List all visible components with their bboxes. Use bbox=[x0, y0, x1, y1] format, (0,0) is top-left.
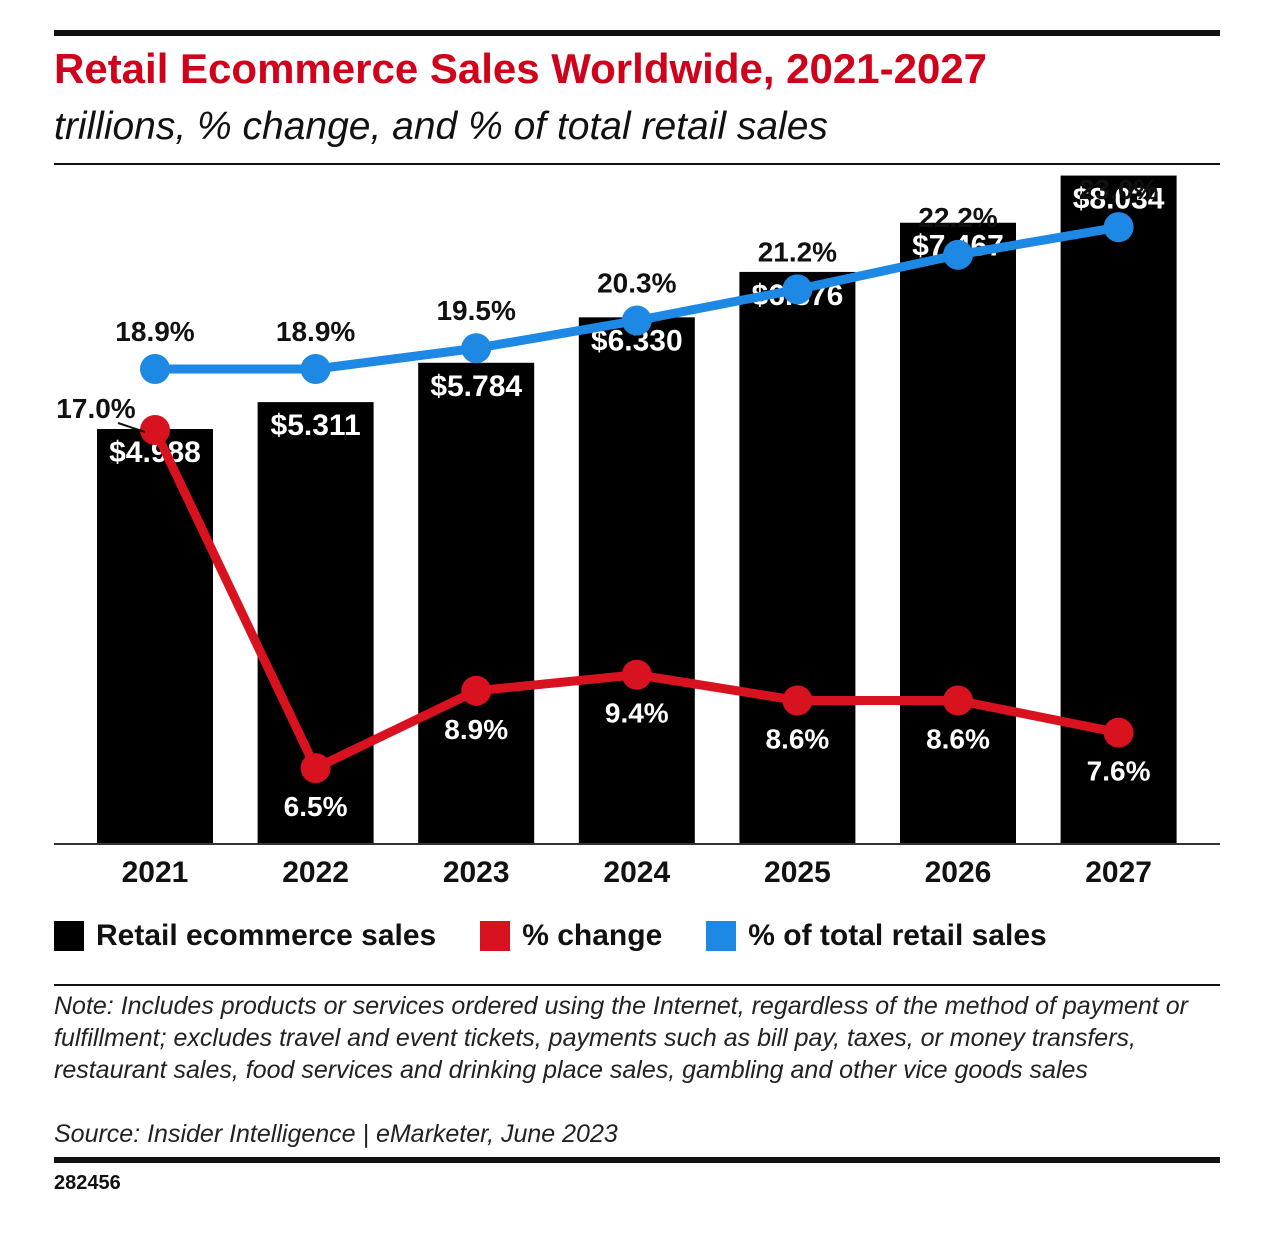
sales-value-label: $5.784 bbox=[430, 370, 522, 403]
pct-of-total-point bbox=[943, 239, 973, 270]
legend-label-sales: Retail ecommerce sales bbox=[96, 919, 437, 952]
pct-of-total-label: 19.5% bbox=[436, 295, 515, 326]
pct-change-label: 8.6% bbox=[765, 723, 829, 754]
combo-chart: $4.988$5.311$5.784$6.330$6.876$7.467$8.0… bbox=[54, 174, 1220, 889]
pct-of-total-point bbox=[140, 354, 170, 384]
chart-id: 282456 bbox=[54, 1172, 121, 1194]
pct-change-leader-line bbox=[117, 422, 146, 433]
pct-change-point bbox=[621, 659, 652, 690]
pct-change-label: 6.5% bbox=[284, 791, 348, 822]
sales-bar bbox=[97, 428, 213, 844]
pct-change-point bbox=[300, 753, 331, 784]
pct-of-total-label: 21.2% bbox=[758, 236, 837, 267]
legend-label-change: % change bbox=[522, 919, 663, 952]
x-tick-label: 2026 bbox=[925, 856, 992, 889]
pct-of-total-label: 23.0% bbox=[1079, 174, 1158, 205]
legend-swatch-share bbox=[706, 921, 737, 951]
legend-swatch-change bbox=[480, 921, 511, 951]
bottom-rule bbox=[54, 1157, 1220, 1163]
pct-of-total-label: 22.2% bbox=[918, 202, 997, 233]
pct-of-total-point bbox=[300, 354, 331, 384]
pct-change-point bbox=[140, 415, 170, 445]
legend-label-share: % of total retail sales bbox=[748, 919, 1047, 952]
pct-change-label: 7.6% bbox=[1087, 756, 1151, 787]
legend-item-sales: Retail ecommerce sales bbox=[54, 919, 436, 953]
footnote: Note: Includes products or services orde… bbox=[54, 992, 1188, 1084]
note-rule bbox=[54, 984, 1220, 986]
pct-of-total-point bbox=[461, 333, 492, 364]
legend-item-share: % of total retail sales bbox=[706, 919, 1047, 953]
legend-item-change: % change bbox=[480, 919, 662, 953]
pct-of-total-point bbox=[621, 305, 652, 336]
pct-change-label: 8.6% bbox=[926, 723, 990, 754]
pct-of-total-point bbox=[782, 274, 813, 305]
x-tick-label: 2021 bbox=[122, 856, 189, 889]
sales-bar bbox=[578, 317, 695, 844]
top-rule bbox=[54, 30, 1220, 36]
pct-of-total-label: 20.3% bbox=[597, 268, 676, 299]
pct-change-point bbox=[782, 685, 813, 716]
sales-bar bbox=[900, 222, 1016, 844]
pct-change-label: 9.4% bbox=[605, 698, 669, 729]
pct-change-label: 17.0% bbox=[56, 393, 135, 424]
pct-of-total-point bbox=[1103, 212, 1134, 243]
sales-value-label: $5.311 bbox=[271, 409, 361, 442]
x-tick-label: 2024 bbox=[603, 856, 670, 889]
subtitle-rule bbox=[54, 163, 1220, 165]
pct-change-point bbox=[1103, 717, 1134, 748]
x-tick-label: 2022 bbox=[282, 856, 349, 889]
sales-bar bbox=[418, 362, 535, 844]
chart-subtitle: trillions, % change, and % of total reta… bbox=[54, 105, 828, 148]
sales-value-label: $8.034 bbox=[1073, 183, 1165, 216]
pct-of-total-label: 18.9% bbox=[115, 316, 194, 347]
legend: Retail ecommerce sales % change % of tot… bbox=[54, 913, 1091, 959]
pct-change-label: 8.9% bbox=[444, 714, 508, 745]
x-tick-label: 2023 bbox=[443, 856, 510, 889]
x-tick-label: 2027 bbox=[1085, 856, 1152, 889]
legend-swatch-sales bbox=[54, 921, 84, 951]
x-tick-label: 2025 bbox=[764, 856, 831, 889]
pct-change-point bbox=[461, 675, 492, 706]
pct-change-point bbox=[943, 685, 973, 716]
source-line: Source: Insider Intelligence | eMarketer… bbox=[54, 1120, 618, 1148]
pct-of-total-label: 18.9% bbox=[276, 316, 355, 347]
sales-bar bbox=[739, 271, 856, 844]
chart-title: Retail Ecommerce Sales Worldwide, 2021-2… bbox=[54, 45, 988, 92]
